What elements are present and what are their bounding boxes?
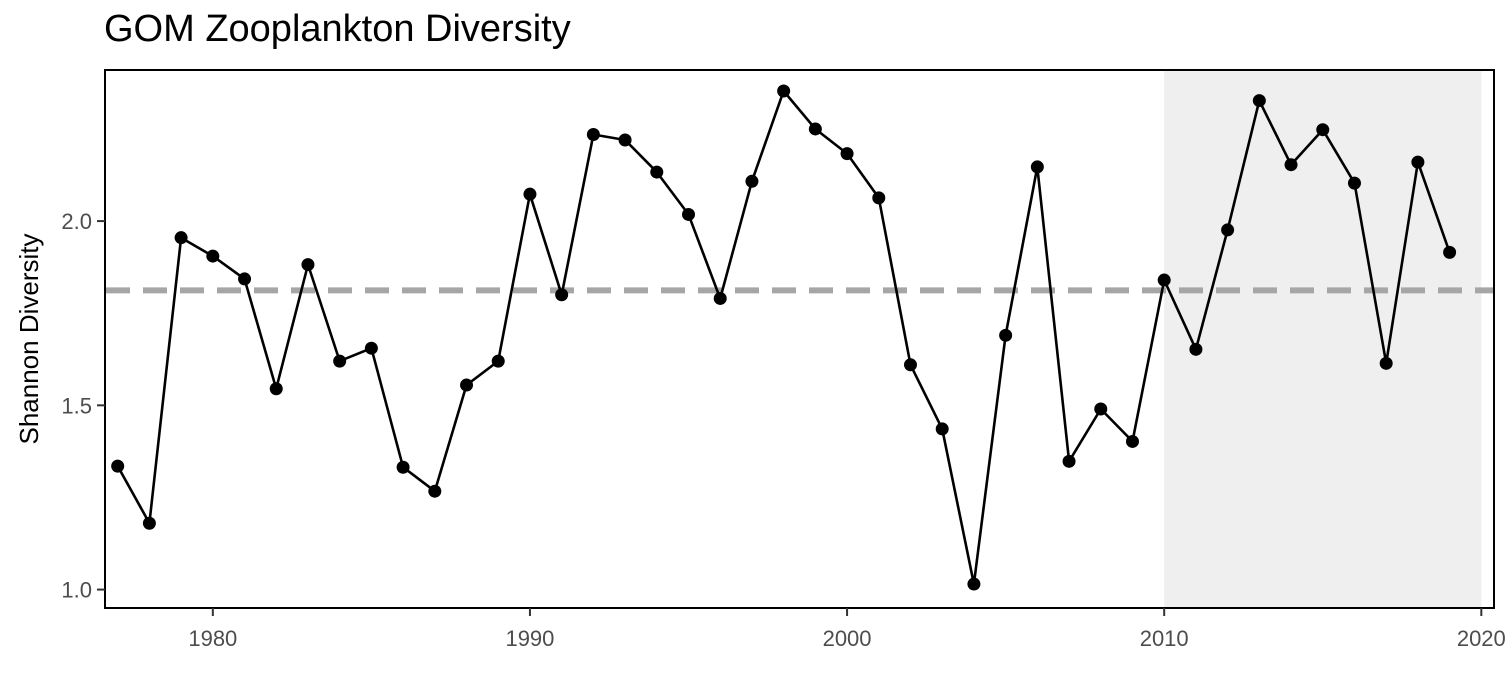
data-point xyxy=(206,249,220,263)
data-point xyxy=(745,174,759,188)
x-tick-label: 2020 xyxy=(1457,626,1506,651)
data-point xyxy=(1252,94,1266,108)
y-axis-label: Shannon Diversity xyxy=(14,234,44,445)
data-point xyxy=(142,516,156,530)
data-point xyxy=(872,191,886,205)
highlight-region xyxy=(1164,71,1482,607)
data-point xyxy=(1221,223,1235,237)
data-point xyxy=(1125,434,1139,448)
data-point xyxy=(174,231,188,245)
data-point xyxy=(586,127,600,141)
data-point xyxy=(1411,155,1425,169)
data-point xyxy=(1284,158,1298,172)
data-point xyxy=(618,133,632,147)
data-point xyxy=(1157,273,1171,287)
x-tick-label: 2000 xyxy=(823,626,872,651)
data-point xyxy=(713,291,727,305)
data-point xyxy=(269,382,283,396)
data-point xyxy=(935,422,949,436)
data-point xyxy=(555,288,569,302)
chart-title: GOM Zooplankton Diversity xyxy=(104,8,571,50)
data-point xyxy=(523,187,537,201)
data-point xyxy=(1189,342,1203,356)
data-point xyxy=(650,165,664,179)
data-point xyxy=(1030,160,1044,174)
data-point xyxy=(333,354,347,368)
y-tick-label: 2.0 xyxy=(61,209,92,234)
highlight-region-layer xyxy=(1164,71,1482,607)
data-point xyxy=(903,358,917,372)
data-point xyxy=(428,484,442,498)
data-point xyxy=(1094,402,1108,416)
data-point xyxy=(777,84,791,98)
data-point xyxy=(682,207,696,221)
x-tick-label: 1980 xyxy=(188,626,237,651)
x-tick-label: 1990 xyxy=(505,626,554,651)
data-point xyxy=(238,272,252,286)
data-point xyxy=(1443,245,1457,259)
data-point xyxy=(111,459,125,473)
data-point xyxy=(396,460,410,474)
series-points-layer xyxy=(111,84,1457,591)
data-point xyxy=(999,328,1013,342)
x-axis-ticks: 1980 1990 2000 2010 2020 xyxy=(188,608,1506,651)
data-point xyxy=(364,341,378,355)
y-tick-label: 1.0 xyxy=(61,578,92,603)
data-point xyxy=(1347,176,1361,190)
data-point xyxy=(1316,123,1330,137)
data-point xyxy=(301,258,315,272)
plot-panel-border xyxy=(104,69,1495,609)
y-axis-ticks: 1.0 1.5 2.0 xyxy=(61,209,105,603)
y-tick-label: 1.5 xyxy=(61,393,92,418)
data-point xyxy=(840,147,854,161)
data-point xyxy=(1379,356,1393,370)
data-point xyxy=(491,354,505,368)
data-point xyxy=(1062,454,1076,468)
data-point xyxy=(967,577,981,591)
data-point xyxy=(460,378,474,392)
x-tick-label: 2010 xyxy=(1140,626,1189,651)
data-point xyxy=(808,122,822,136)
